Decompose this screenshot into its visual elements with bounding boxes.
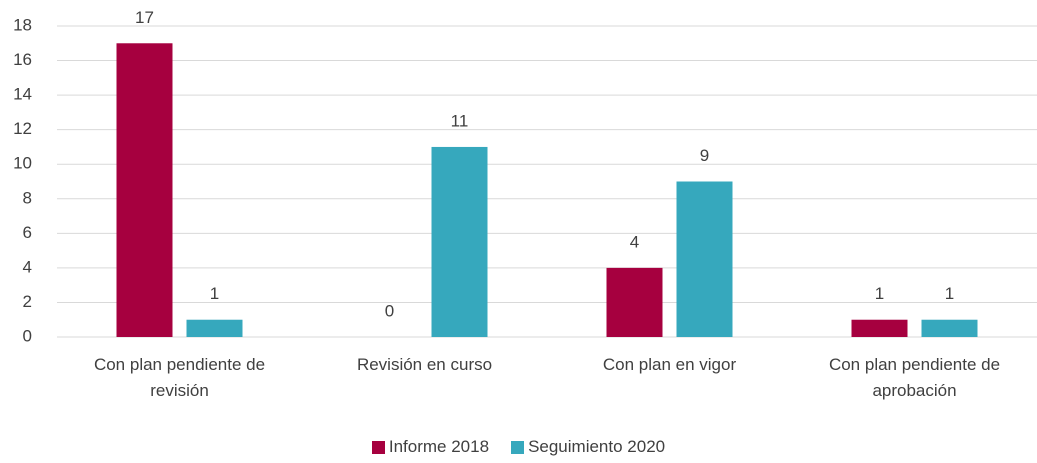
y-tick-label: 10 [13,154,32,173]
y-tick-label: 4 [23,257,32,276]
data-label: 1 [875,284,884,303]
bar [676,181,733,337]
y-tick-label: 2 [23,292,32,311]
legend-swatch [371,440,385,454]
y-tick-label: 14 [13,85,32,104]
data-label: 11 [451,111,469,130]
data-label: 1 [210,284,219,303]
y-tick-label: 8 [23,188,32,207]
data-label: 4 [630,232,639,251]
y-tick-label: 16 [13,50,32,69]
legend-swatch [511,440,525,454]
legend-item: Informe 2018 [371,437,490,457]
data-label: 1 [945,284,954,303]
data-label: 0 [385,301,394,320]
bar [431,146,488,337]
legend-label: Seguimiento 2020 [528,437,666,456]
x-tick-label: Con plan pendiente de aprobación [828,355,1001,400]
bar [606,267,663,337]
legend-label: Informe 2018 [388,437,490,456]
x-tick-label: Con plan pendiente de revisión [93,355,266,400]
y-tick-label: 6 [23,223,32,242]
data-label: 17 [135,8,154,27]
y-tick-label: 12 [13,119,32,138]
x-tick-label: Revisión en curso [356,355,493,374]
legend: Informe 2018 Seguimiento 2020 [0,437,1037,457]
legend-item: Seguimiento 2020 [511,437,665,457]
bar [851,319,908,337]
y-tick-label: 0 [23,326,32,345]
data-label: 9 [700,146,709,165]
bar [186,319,243,337]
x-tick-label: Con plan en vigor [602,355,737,374]
bar [116,43,173,338]
bar [921,319,978,337]
y-tick-label: 18 [13,15,32,34]
